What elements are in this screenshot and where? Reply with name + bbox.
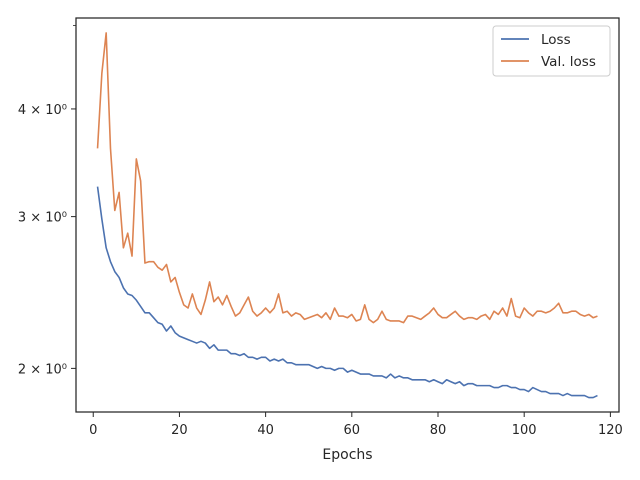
x-axis-ticks: 0 20 40 60 80 100 120 — [89, 412, 623, 438]
plot-frame — [75, 17, 620, 413]
x-tick-label: 60 — [344, 423, 361, 438]
x-tick-label: 100 — [512, 423, 537, 438]
y-tick-label: 3 × 10⁰ — [18, 211, 67, 226]
series-line-0 — [96, 186, 598, 399]
y-axis-ticks: 2 × 10⁰ 3 × 10⁰ 4 × 10⁰ — [18, 25, 76, 377]
series-line-1 — [96, 32, 598, 324]
x-tick-label: 80 — [430, 423, 447, 438]
x-tick-label: 0 — [89, 423, 97, 438]
y-tick-label: 4 × 10⁰ — [18, 103, 67, 118]
legend: Loss Val. loss — [492, 25, 611, 77]
y-tick-label: 2 × 10⁰ — [18, 362, 67, 377]
legend-label-loss: Loss — [541, 32, 571, 48]
legend-label-val-loss: Val. loss — [541, 54, 596, 70]
series-layer — [96, 32, 598, 399]
x-tick-label: 120 — [598, 423, 623, 438]
x-axis-label: Epochs — [322, 447, 372, 463]
x-tick-label: 40 — [257, 423, 274, 438]
x-tick-label: 20 — [171, 423, 188, 438]
